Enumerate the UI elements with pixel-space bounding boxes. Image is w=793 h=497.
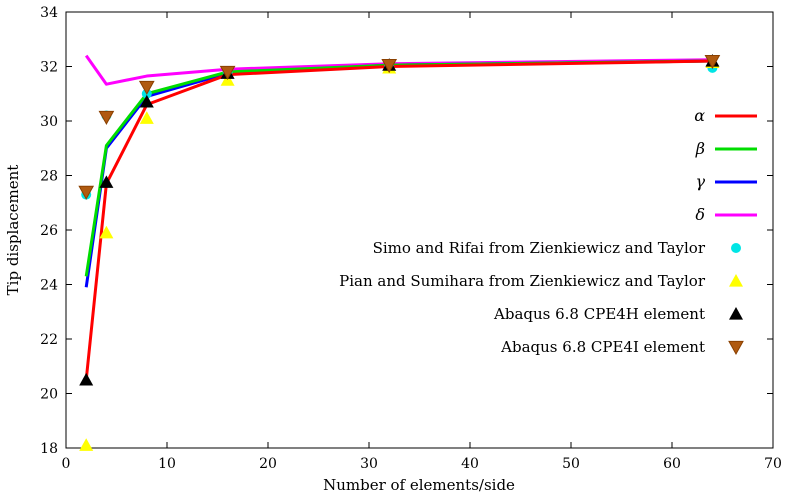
y-tick-label: 26: [40, 223, 58, 239]
data-point-marker: [99, 175, 114, 188]
data-point-marker: [79, 372, 94, 386]
data-point-marker: [139, 94, 154, 108]
y-axis-title: Tip displacement: [4, 165, 22, 296]
y-tick-label: 28: [40, 169, 58, 185]
plot-area-frame: [65, 11, 774, 449]
legend-label: γ: [695, 172, 705, 191]
legend-label: β: [695, 139, 705, 158]
data-point-marker: [139, 111, 154, 124]
x-tick-label: 60: [663, 456, 681, 472]
x-tick-label: 50: [562, 456, 580, 472]
legend-marker-swatch: [728, 340, 744, 356]
data-point-marker: [79, 438, 94, 451]
series-markers: [78, 54, 721, 451]
legend-label: Pian and Sumihara from Zienkiewicz and T…: [339, 272, 706, 290]
legend-label: Abaqus 6.8 CPE4H element: [493, 305, 705, 323]
series-line: [84, 59, 713, 381]
legend-label: α: [694, 106, 705, 125]
x-tick-label: 30: [360, 456, 378, 472]
data-point-marker: [99, 225, 114, 239]
data-point-marker: [219, 65, 236, 80]
legend-marker-swatch: [729, 307, 743, 320]
legend-label: Abaqus 6.8 CPE4I element: [500, 338, 705, 356]
legend-marker-swatch: [731, 243, 741, 253]
legend-label: δ: [695, 205, 705, 224]
legend-label: Simo and Rifai from Zienkiewicz and Tayl…: [373, 239, 706, 257]
y-tick-label: 22: [40, 332, 58, 348]
x-tick-label: 70: [764, 456, 782, 472]
y-tick-label: 18: [40, 441, 58, 457]
x-tick-label: 10: [158, 456, 176, 472]
y-tick-label: 24: [40, 278, 58, 294]
data-point-marker: [78, 185, 95, 200]
axis-ticks: 0 10 20 30 40 50 60 70 18 20 22 24 26 28 30 32 34: [40, 5, 782, 472]
data-point-marker: [704, 54, 721, 70]
data-point-marker: [138, 80, 155, 95]
data-point-marker: [381, 59, 398, 74]
y-tick-label: 20: [40, 387, 58, 403]
y-tick-label: 34: [40, 5, 58, 21]
y-tick-label: 32: [40, 60, 58, 76]
x-tick-label: 20: [259, 456, 277, 472]
legend-marker-swatch: [729, 274, 743, 287]
x-tick-label: 0: [62, 456, 71, 472]
x-axis-title: Number of elements/side: [323, 476, 515, 494]
x-tick-label: 40: [461, 456, 479, 472]
y-tick-label: 30: [40, 114, 58, 130]
data-point-marker: [98, 110, 115, 125]
series-line: [84, 54, 713, 86]
series-lines: [84, 54, 713, 381]
